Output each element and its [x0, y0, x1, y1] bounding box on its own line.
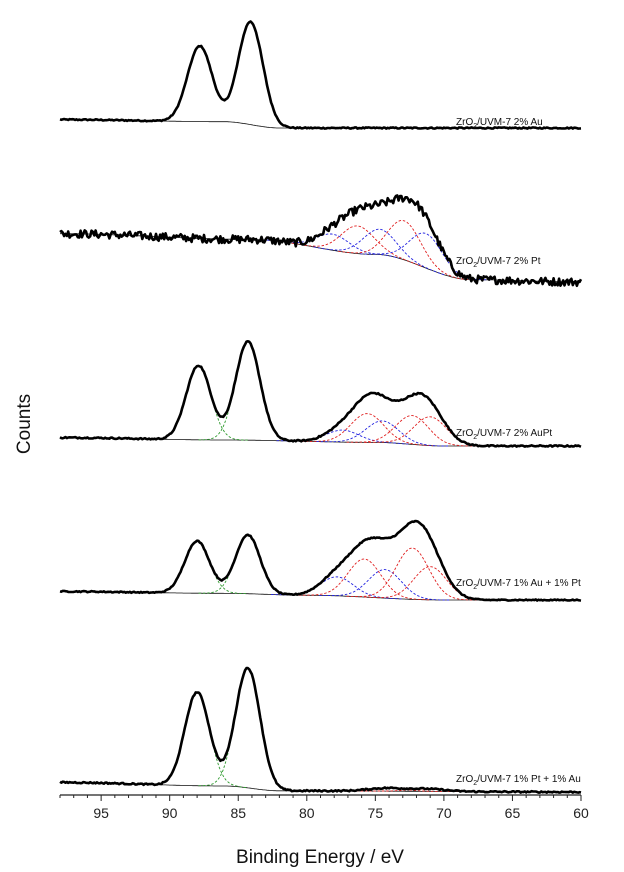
x-tick-label: 65	[505, 805, 521, 821]
sample-label-3: ZrO2/UVM-7 2% AuPt	[456, 428, 552, 441]
pt-component-peak-4	[338, 219, 470, 281]
sample-label-subscript: 2	[473, 434, 477, 441]
pt-component-peak-6	[346, 415, 479, 447]
pt-component-peak-4	[301, 413, 433, 447]
envelope-spectrum	[59, 666, 582, 794]
pt-component-peak-4	[356, 788, 499, 793]
au-component-peak-2	[198, 341, 298, 442]
pt-component-peak-3	[313, 228, 446, 276]
x-tick-label: 95	[93, 805, 109, 821]
envelope-spectrum	[59, 20, 582, 130]
x-tick-label: 75	[368, 805, 384, 821]
envelope-spectrum	[59, 194, 583, 288]
x-tick-label: 90	[162, 805, 178, 821]
pt-component-peak-5	[360, 232, 492, 281]
sample-label-prefix: ZrO	[456, 256, 473, 267]
pt-component-peak-5	[319, 569, 451, 601]
sample-label-subscript: 2	[473, 584, 477, 591]
sample-label-5: ZrO2/UVM-7 1% Pt + 1% Au	[456, 774, 581, 787]
spectrum-panel-5: ZrO2/UVM-7 1% Pt + 1% Au	[59, 666, 582, 794]
sample-label-prefix: ZrO	[456, 117, 473, 128]
pt-component-peak-6	[346, 547, 479, 601]
sample-label-subscript: 2	[473, 262, 477, 269]
sample-label-subscript: 2	[473, 123, 477, 130]
x-tick-label: 80	[299, 805, 315, 821]
x-tick-label: 60	[573, 805, 589, 821]
pt-component-peak-7	[364, 416, 496, 447]
envelope-spectrum	[59, 519, 582, 602]
x-axis-title: Binding Energy / eV	[236, 847, 404, 868]
x-tick-label: 85	[230, 805, 246, 821]
x-axis-ticks: 95 90 85 80 75 70 65 60	[59, 795, 589, 821]
spectrum-panel-3: ZrO2/UVM-7 2% AuPt	[59, 340, 582, 448]
sample-label-4: ZrO2/UVM-7 1% Au + 1% Pt	[456, 578, 581, 591]
sample-label-2: ZrO2/UVM-7 2% Pt	[456, 256, 541, 269]
au-component-peak-2	[198, 534, 298, 596]
y-axis-title: Counts	[14, 394, 35, 454]
sample-label-suffix: /UVM-7 2% AuPt	[477, 428, 552, 439]
sample-label-prefix: ZrO	[456, 578, 473, 589]
au-component-peak-1	[149, 364, 248, 441]
spectrum-panel-2: ZrO2/UVM-7 2% Pt	[59, 194, 583, 288]
pt-component-peak-5	[316, 420, 448, 447]
au-component-peak-1	[147, 691, 247, 789]
sample-label-prefix: ZrO	[456, 428, 473, 439]
spectrum-panel-1: ZrO2/UVM-7 2% Au	[59, 20, 582, 130]
x-tick-label: 70	[436, 805, 452, 821]
sample-label-suffix: /UVM-7 1% Au + 1% Pt	[477, 578, 581, 589]
pt-component-peak-1	[266, 233, 399, 259]
pt-component-peak-4	[298, 558, 431, 601]
envelope-spectrum	[59, 340, 582, 448]
sample-label-suffix: /UVM-7 2% Au	[477, 117, 543, 128]
pt-component-peak-2	[291, 225, 424, 268]
sample-label-suffix: /UVM-7 2% Pt	[477, 256, 541, 267]
au-component-peak-2	[198, 667, 298, 792]
sample-label-prefix: ZrO	[456, 774, 473, 785]
sample-label-suffix: /UVM-7 1% Pt + 1% Au	[477, 774, 581, 785]
sample-label-subscript: 2	[473, 780, 477, 787]
sample-label-1: ZrO2/UVM-7 2% Au	[456, 117, 543, 130]
spectrum-panel-4: ZrO2/UVM-7 1% Au + 1% Pt	[59, 519, 582, 602]
